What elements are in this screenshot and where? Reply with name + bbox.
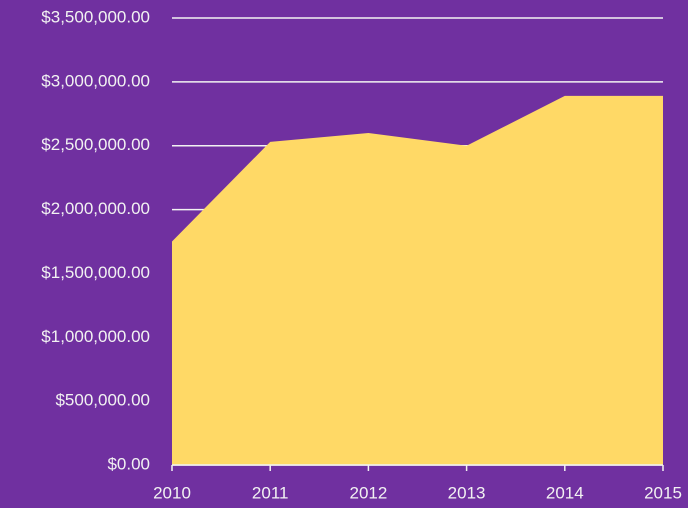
y-tick-label: $0.00 [107,454,150,473]
x-tick-label: 2015 [644,483,682,502]
y-tick-label: $3,500,000.00 [41,7,150,26]
x-tick-label: 2014 [546,483,584,502]
y-tick-label: $3,000,000.00 [41,71,150,90]
y-tick-label: $2,500,000.00 [41,135,150,154]
y-tick-label: $2,000,000.00 [41,199,150,218]
x-tick-label: 2013 [448,483,486,502]
x-tick-label: 2011 [252,483,289,502]
x-tick-label: 2012 [349,483,387,502]
y-tick-label: $1,500,000.00 [41,263,150,282]
x-tick-label: 2010 [153,483,191,502]
area [172,95,663,466]
y-tick-label: $1,000,000.00 [41,327,150,346]
y-tick-label: $500,000.00 [55,391,150,410]
